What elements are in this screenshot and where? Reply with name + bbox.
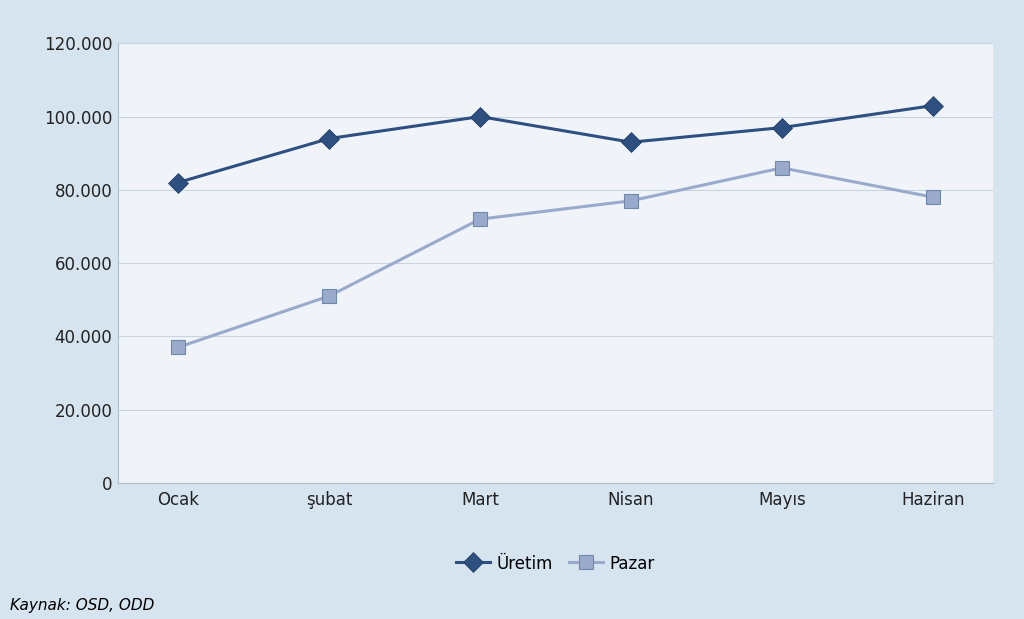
Legend: Üretim, Pazar: Üretim, Pazar xyxy=(450,548,662,579)
Text: Kaynak: OSD, ODD: Kaynak: OSD, ODD xyxy=(10,598,155,613)
